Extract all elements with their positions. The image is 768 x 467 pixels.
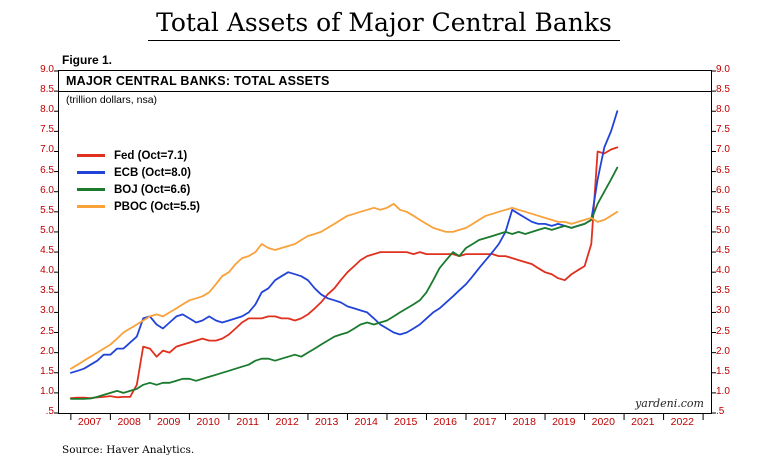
y-tick-label: 7.5 bbox=[40, 124, 54, 136]
y-tick-label: .5 bbox=[45, 406, 54, 417]
y-tick-label: 2.0 bbox=[40, 345, 54, 357]
y-tick-label: 2.0 bbox=[716, 345, 730, 357]
legend-label: Fed (Oct=7.1) bbox=[114, 149, 188, 162]
x-year-label: 2019 bbox=[552, 416, 576, 428]
legend-item: BOJ (Oct=6.6) bbox=[77, 181, 200, 198]
x-year-label: 2013 bbox=[315, 416, 339, 428]
legend-label: ECB (Oct=8.0) bbox=[114, 166, 192, 179]
y-tick-label: 1.5 bbox=[40, 365, 54, 377]
y-tick-label: 1.5 bbox=[716, 365, 730, 377]
y-tick-label: 7.5 bbox=[716, 124, 730, 136]
x-year-label: 2007 bbox=[77, 416, 102, 428]
legend: Fed (Oct=7.1) ECB (Oct=8.0) BOJ (Oct=6.6) P… bbox=[77, 147, 200, 215]
y-tick-label: 4.0 bbox=[716, 265, 730, 277]
y-tick-label: 8.5 bbox=[716, 84, 730, 96]
y-tick-label: 3.5 bbox=[40, 285, 54, 297]
x-year-label: 2016 bbox=[433, 416, 457, 428]
legend-item: PBOC (Oct=5.5) bbox=[77, 198, 200, 215]
legend-swatch bbox=[77, 205, 105, 208]
page-title: Total Assets of Major Central Banks bbox=[0, 8, 768, 41]
y-tick-label: 7.0 bbox=[716, 144, 730, 156]
y-tick-label: 6.0 bbox=[40, 184, 54, 196]
y-tick-label: 4.5 bbox=[716, 245, 730, 257]
y-tick-label: 7.0 bbox=[40, 144, 54, 156]
x-year-label: 2008 bbox=[117, 416, 141, 428]
series-line-pboc bbox=[69, 202, 619, 370]
figure-label: Figure 1. bbox=[62, 53, 113, 67]
x-year-label: 2014 bbox=[354, 416, 378, 428]
chart-header-rule bbox=[59, 91, 711, 92]
page-title-text: Total Assets of Major Central Banks bbox=[148, 8, 620, 41]
x-year-label: 2022 bbox=[670, 416, 694, 428]
x-year-label: 2015 bbox=[394, 416, 418, 428]
y-tick-label: 3.5 bbox=[716, 285, 730, 297]
y-tick-label: 5.0 bbox=[716, 224, 730, 236]
legend-label: BOJ (Oct=6.6) bbox=[114, 183, 191, 196]
line-chart bbox=[54, 70, 716, 420]
x-year-label: 2020 bbox=[591, 416, 615, 428]
y-tick-label: 6.5 bbox=[716, 164, 730, 176]
y-tick-label: 5.0 bbox=[40, 224, 54, 236]
y-axis-left: 9.0 8.5 8.0 7.5 7.0 6.5 6.0 5.5 5.0 4.5 4.0 3.5 3.0 2… bbox=[24, 65, 54, 417]
y-tick-label: 1.0 bbox=[716, 385, 730, 397]
y-tick-label: 4.0 bbox=[40, 265, 54, 277]
x-axis: 2007 2008 2009 2010 2011 2012 2013 2014 2015 2016… bbox=[58, 416, 710, 431]
y-tick-label: 2.5 bbox=[716, 325, 730, 337]
y-tick-label: 1.0 bbox=[40, 385, 54, 397]
y-tick-label: 8.5 bbox=[40, 84, 54, 96]
y-axis-right: 9.0 8.5 8.0 7.5 7.0 6.5 6.0 5.5 5.0 4.5 4.0 3.5 3.0 2… bbox=[716, 65, 748, 417]
y-tick-label: 8.0 bbox=[716, 104, 730, 116]
y-tick-label: 5.5 bbox=[40, 204, 54, 216]
x-year-label: 2009 bbox=[156, 416, 181, 428]
watermark: yardeni.com bbox=[635, 397, 704, 410]
x-year-label: 2011 bbox=[236, 416, 259, 428]
y-tick-label: 9.0 bbox=[716, 64, 730, 75]
y-tick-label: 9.0 bbox=[40, 64, 54, 75]
series-line-boj bbox=[69, 166, 619, 400]
series-line-fed bbox=[69, 146, 619, 400]
x-year-label: 2017 bbox=[473, 416, 497, 428]
chart-header-subtitle: (trillion dollars, nsa) bbox=[66, 94, 158, 106]
source-note: Source: Haver Analytics. bbox=[62, 444, 195, 456]
legend-swatch bbox=[77, 188, 105, 191]
legend-item: Fed (Oct=7.1) bbox=[77, 147, 200, 164]
y-tick-label: 3.0 bbox=[40, 305, 54, 317]
x-year-label: 2012 bbox=[275, 416, 299, 428]
y-tick-label: 4.5 bbox=[40, 245, 54, 257]
x-year-label: 2010 bbox=[196, 416, 220, 428]
legend-swatch bbox=[77, 171, 105, 174]
legend-label: PBOC (Oct=5.5) bbox=[114, 200, 200, 213]
y-tick-label: 5.5 bbox=[716, 204, 730, 216]
x-year-label: 2018 bbox=[512, 416, 536, 428]
series-line-ecb bbox=[69, 110, 619, 374]
chart-frame: MAJOR CENTRAL BANKS: TOTAL ASSETS (trill… bbox=[54, 70, 716, 420]
y-tick-label: 2.5 bbox=[40, 325, 54, 337]
y-tick-label: 8.0 bbox=[40, 104, 54, 116]
chart-header-title: MAJOR CENTRAL BANKS: TOTAL ASSETS bbox=[66, 74, 330, 88]
x-year-label: 2021 bbox=[631, 416, 655, 428]
legend-item: ECB (Oct=8.0) bbox=[77, 164, 200, 181]
y-tick-label: 6.0 bbox=[716, 184, 730, 196]
legend-swatch bbox=[77, 154, 105, 157]
y-tick-label: .5 bbox=[716, 406, 725, 417]
y-tick-label: 3.0 bbox=[716, 305, 730, 317]
y-tick-label: 6.5 bbox=[40, 164, 54, 176]
